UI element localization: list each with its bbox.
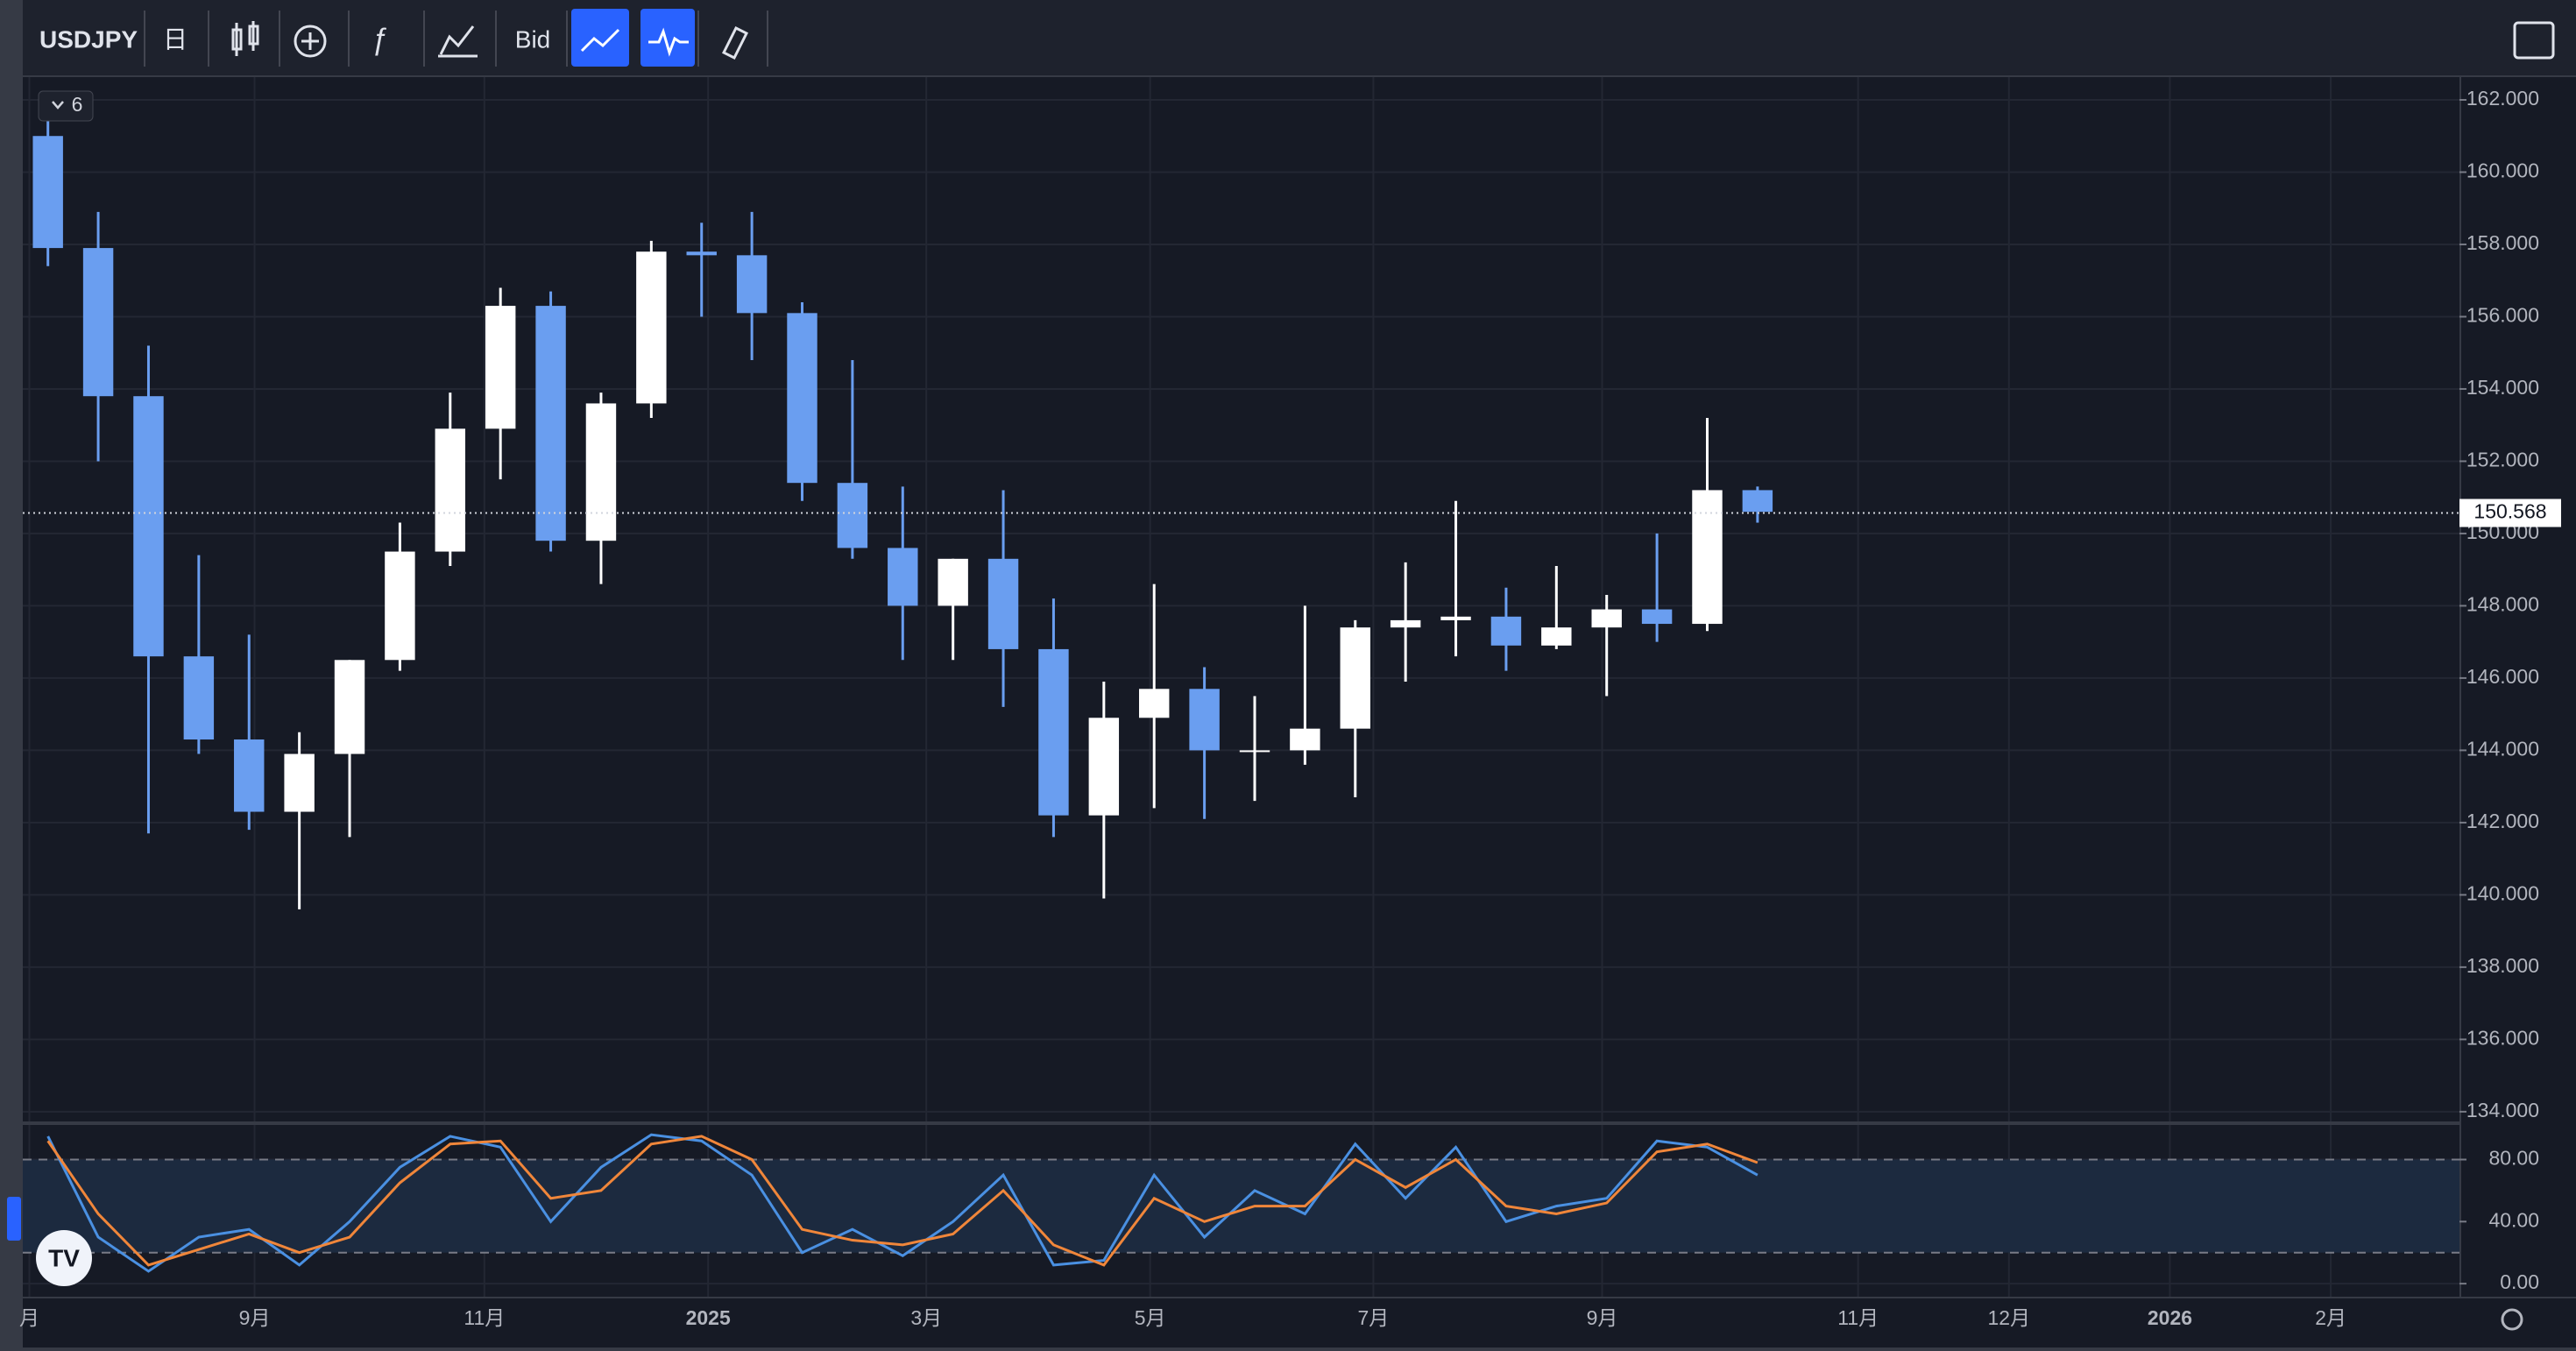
oscillator-line [46, 1135, 1759, 1267]
indicators-button[interactable]: ƒ [372, 23, 388, 57]
active-tool-2-icon [648, 27, 689, 57]
candle-body [1742, 490, 1773, 513]
price-source-button[interactable]: Bid [515, 25, 550, 53]
active-tool-1[interactable] [571, 9, 629, 67]
x-tick-label: 2月 [2315, 1306, 2346, 1329]
x-tick-label: 5月 [1135, 1306, 1166, 1329]
candle-body [787, 313, 817, 484]
price-axis [2461, 77, 2576, 1297]
candle-body [133, 396, 164, 657]
candle-body [485, 306, 516, 429]
y-tick-label: 0.00 [2500, 1270, 2539, 1293]
interval-button[interactable]: 日 [163, 25, 188, 53]
marks [23, 103, 2459, 1273]
y-tick-label: 160.000 [2466, 159, 2539, 182]
y-tick-label: 144.000 [2466, 737, 2539, 760]
candle-body [32, 136, 63, 249]
y-tick-label: 142.000 [2466, 810, 2539, 832]
candle-body [636, 251, 667, 404]
grid [23, 77, 2459, 1297]
x-tick-label: 9月 [239, 1306, 271, 1329]
toolbar-separators [144, 11, 768, 67]
y-tick-label: 152.000 [2466, 449, 2539, 471]
chart-type-button[interactable] [231, 21, 259, 56]
y-tick-label: 162.000 [2466, 87, 2539, 110]
candle-body [585, 403, 617, 541]
x-tick-label: 3月 [910, 1306, 942, 1329]
candle-body [1038, 648, 1069, 816]
candle-body [82, 248, 114, 397]
candle-body [535, 306, 566, 541]
x-tick-label: 9月 [1587, 1306, 1618, 1329]
candle-body [435, 428, 466, 552]
compare-button[interactable] [294, 25, 327, 58]
settings-button[interactable] [2501, 1308, 2523, 1331]
y-tick-label: 136.000 [2466, 1026, 2539, 1049]
candle-body [1088, 718, 1120, 816]
candle-body [385, 551, 415, 661]
oscillator-line [46, 1133, 1759, 1273]
template-button[interactable] [438, 25, 478, 58]
legend-count: 6 [72, 93, 83, 116]
candle-body [234, 739, 265, 812]
x-tick-label: 2025 [686, 1306, 731, 1329]
y-tick-label: 40.00 [2488, 1208, 2539, 1231]
y-tick-label: 134.000 [2466, 1099, 2539, 1121]
active-tool-2[interactable] [640, 9, 695, 67]
candle-body [888, 548, 918, 606]
price-pane [23, 77, 2459, 1121]
y-tick-label: 158.000 [2466, 231, 2539, 254]
candle-body [183, 656, 215, 740]
candle-body [1239, 750, 1270, 753]
x-tick-label: 11月 [1837, 1306, 1879, 1329]
last-price-label: 150.568 [2473, 500, 2546, 523]
brush-button[interactable] [721, 25, 749, 60]
candle-body [1290, 728, 1320, 751]
pane-handle[interactable] [7, 1197, 21, 1241]
y-tick-label: 140.000 [2466, 881, 2539, 904]
x-tick-label: 7月 [1358, 1306, 1390, 1329]
candle-body [334, 660, 365, 754]
candle-body [837, 483, 868, 548]
candle-body [1440, 616, 1471, 620]
candle-body [1641, 609, 1673, 625]
candle-body [1139, 689, 1170, 718]
x-tick-label: 2026 [2148, 1306, 2192, 1329]
candle-body [1541, 627, 1572, 646]
last-price-box [2459, 499, 2561, 527]
layout-button[interactable] [2513, 21, 2555, 60]
y-tick-label: 80.00 [2488, 1147, 2539, 1170]
candle-body [1490, 616, 1522, 646]
y-tick-label: 146.000 [2466, 665, 2539, 688]
logo-mark: TV [48, 1244, 80, 1271]
x-tick-label: 11月 [464, 1306, 505, 1329]
candle-body [1340, 627, 1370, 729]
candle-body [1189, 689, 1220, 751]
toolbar [23, 0, 2576, 75]
band-fill [23, 1159, 2459, 1253]
candle-body [1591, 609, 1622, 628]
y-tick-label: 138.000 [2466, 954, 2539, 977]
candle-body [1390, 619, 1421, 628]
candle-body [686, 251, 717, 256]
y-tick-label: 156.000 [2466, 304, 2539, 327]
time-axis [23, 1298, 2576, 1347]
candle-body [1692, 490, 1723, 625]
candle-body [987, 558, 1019, 649]
x-tick-label: 月 [19, 1306, 39, 1329]
x-tick-label: 12月 [1988, 1306, 2031, 1329]
legend-toggle[interactable] [38, 90, 94, 122]
y-tick-label: 148.000 [2466, 593, 2539, 616]
candle-body [736, 255, 768, 314]
logo [36, 1230, 92, 1286]
y-tick-label: 154.000 [2466, 376, 2539, 399]
candle-body [938, 558, 968, 606]
active-tool-1-icon [580, 28, 620, 53]
legend-arrow [52, 101, 64, 110]
symbol[interactable]: USDJPY [39, 25, 138, 53]
candle-body [284, 753, 315, 812]
